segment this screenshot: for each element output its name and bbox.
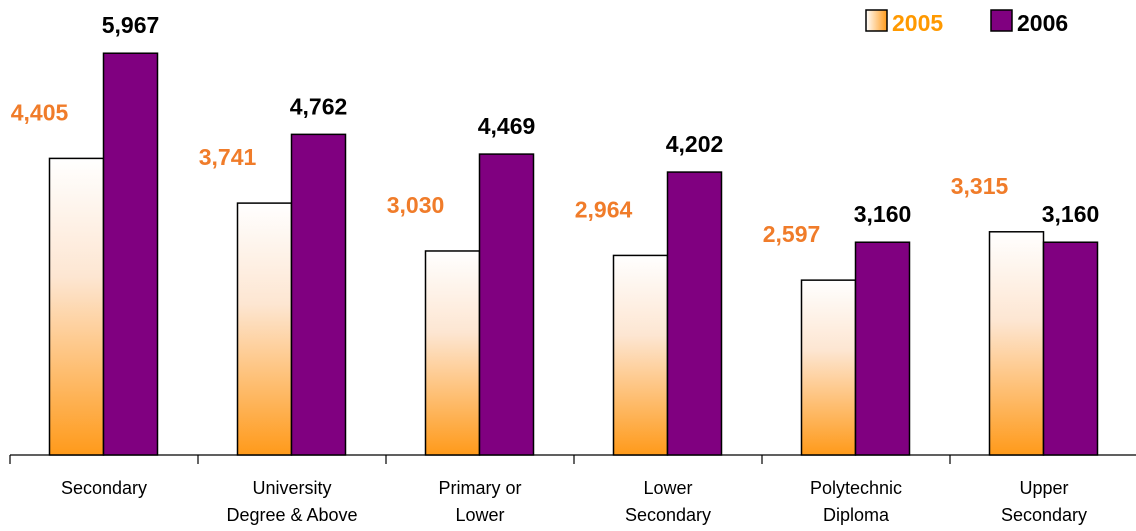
data-label-2005-5: 3,315 [951, 173, 1009, 199]
data-label-2005-4: 2,597 [763, 221, 821, 247]
category-label-4: Polytechnic Diploma [810, 478, 902, 525]
legend-label-2005: 2005 [892, 10, 943, 36]
bar-2006-3 [666, 171, 723, 456]
legend-swatch-2006 [990, 9, 1013, 32]
category-label-3: Lower Secondary [625, 478, 711, 525]
category-label-1: University Degree & Above [226, 478, 357, 525]
data-label-2006-2: 4,469 [478, 113, 536, 139]
bar-2005-2 [424, 250, 481, 456]
bar-2006-2 [478, 153, 535, 456]
legend-swatch-2005 [865, 9, 888, 32]
bar-2006-5 [1042, 241, 1099, 456]
data-label-2005-1: 3,741 [199, 144, 257, 170]
data-label-2005-3: 2,964 [575, 196, 633, 222]
data-label-2006-0: 5,967 [102, 12, 160, 38]
bar-2005-1 [236, 202, 293, 456]
legend-label-2006: 2006 [1017, 10, 1068, 36]
data-label-2006-1: 4,762 [290, 93, 348, 119]
data-label-2006-3: 4,202 [666, 131, 724, 157]
bar-2005-4 [800, 279, 857, 456]
bar-2005-5 [988, 231, 1045, 456]
data-label-2005-2: 3,030 [387, 192, 445, 218]
data-label-2006-4: 3,160 [854, 201, 912, 227]
category-label-5: Upper Secondary [1001, 478, 1087, 525]
data-label-2005-0: 4,405 [11, 99, 69, 125]
data-label-2006-5: 3,160 [1042, 201, 1100, 227]
bar-2005-0 [48, 157, 105, 456]
bar-2006-1 [290, 133, 347, 456]
legend: 2005 2006 [865, 9, 1068, 36]
bar-2006-0 [102, 52, 159, 456]
bar-2005-3 [612, 254, 669, 456]
category-label-2: Primary or Lower [438, 478, 521, 525]
bar-2006-4 [854, 241, 911, 456]
category-label-0: Secondary [61, 478, 147, 498]
